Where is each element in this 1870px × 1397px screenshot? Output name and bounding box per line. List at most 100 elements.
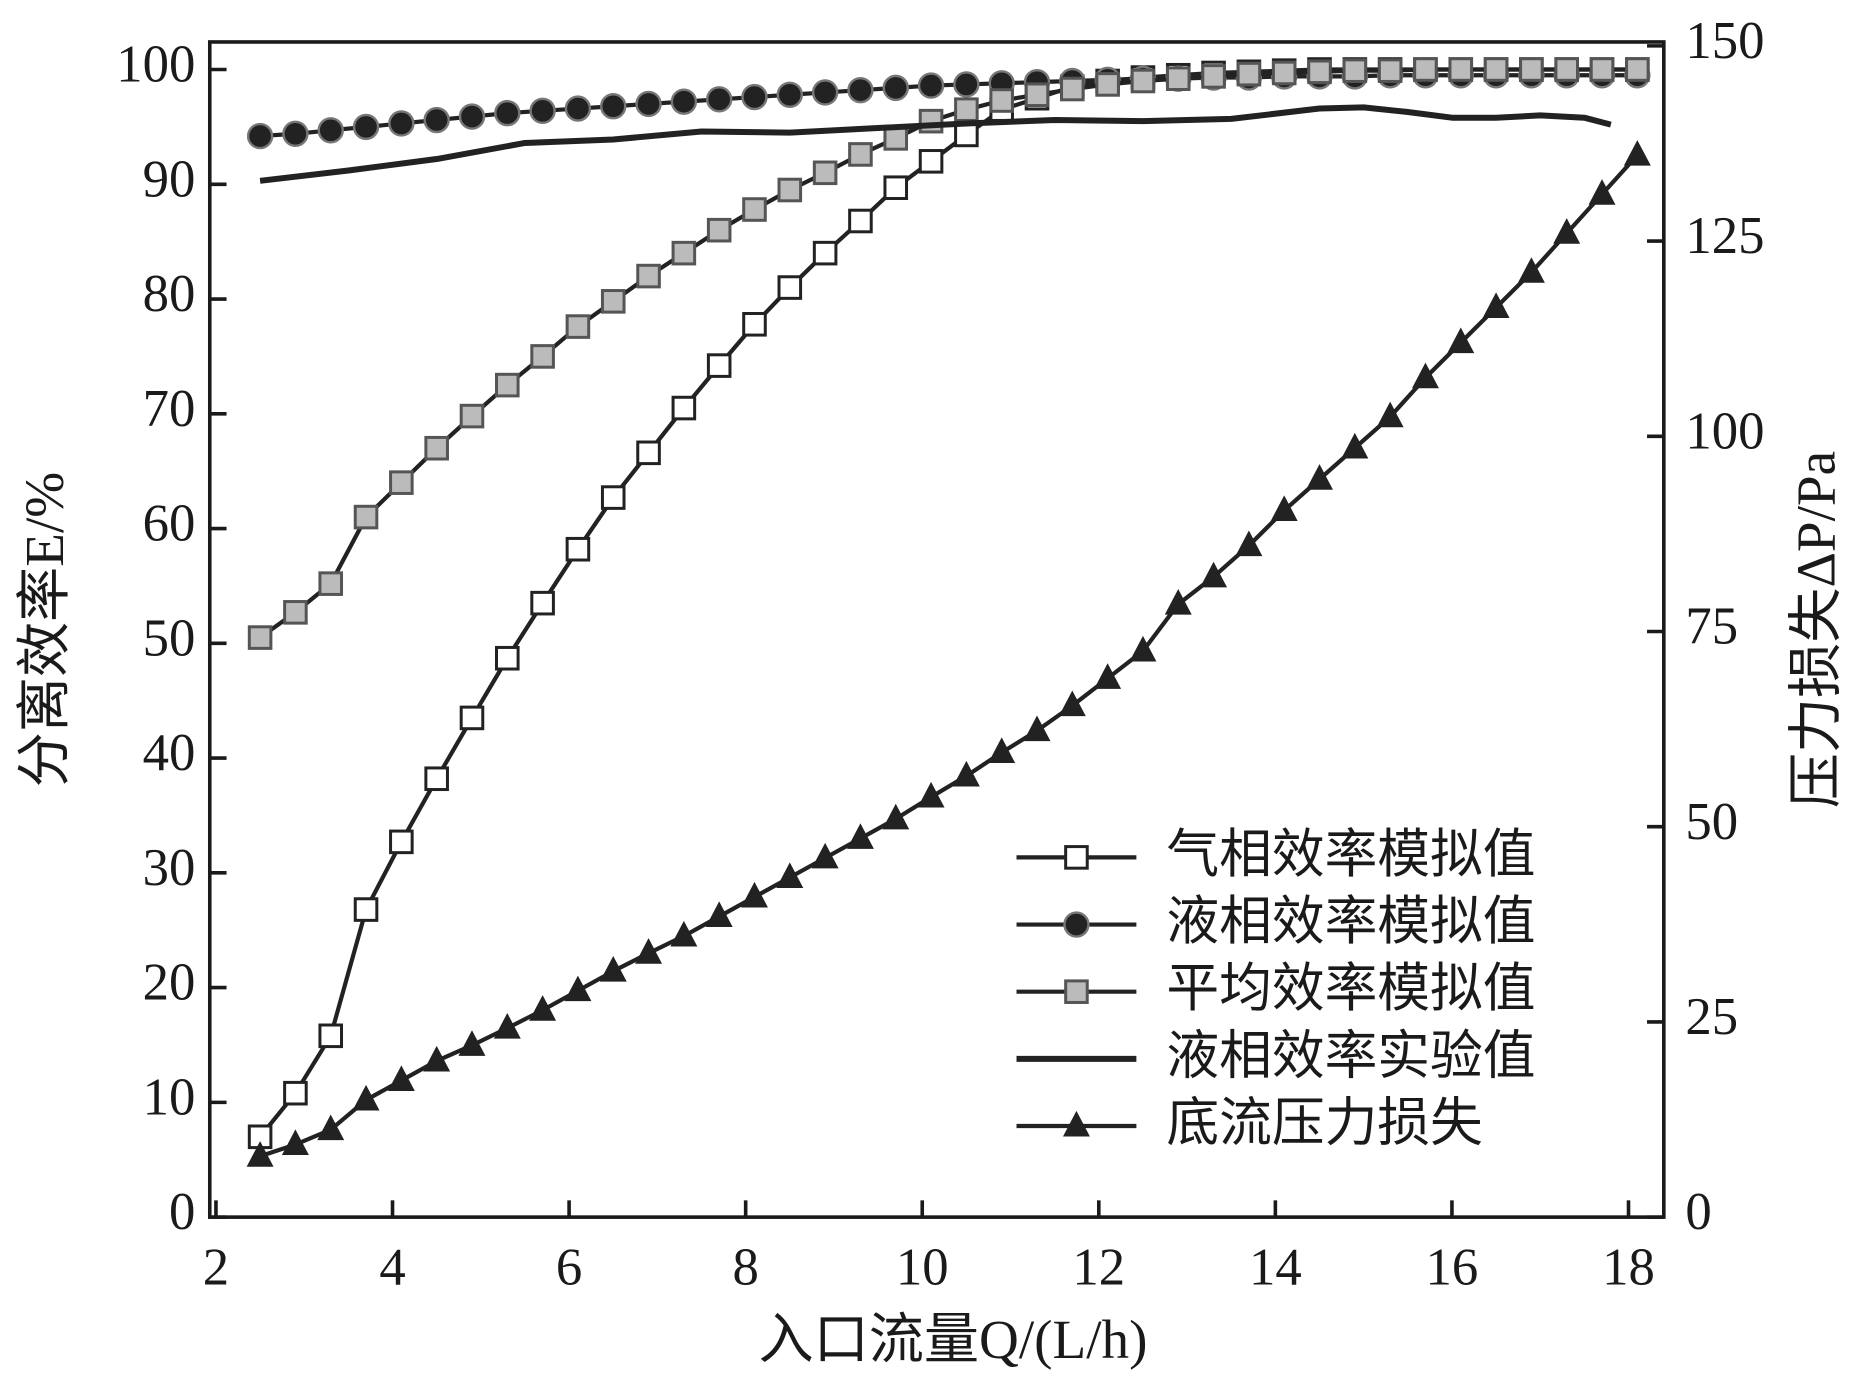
square-marker: [530, 344, 555, 369]
triangle-marker: [811, 842, 839, 869]
triangle-marker: [776, 862, 804, 888]
y2-tick-label: 25: [1685, 988, 1738, 1046]
triangle-marker: [1517, 257, 1545, 283]
circle-marker: [494, 99, 521, 127]
circle-marker: [635, 90, 662, 118]
square-marker: [777, 177, 803, 203]
triangle-marker: [846, 823, 874, 849]
x-tick-label: 6: [556, 1238, 582, 1296]
square-marker: [1625, 57, 1650, 82]
circle-marker: [741, 83, 768, 111]
square-marker: [812, 160, 838, 186]
square-marker: [1589, 57, 1615, 82]
square-marker: [1519, 57, 1544, 82]
triangle-marker: [1553, 218, 1581, 244]
y2-tick-label: 125: [1685, 207, 1764, 265]
series-line: [259, 73, 1638, 139]
y-tick-label: 90: [143, 150, 196, 208]
y2-tick-label: 100: [1685, 402, 1764, 460]
square-marker: [706, 217, 732, 243]
square-marker: [459, 705, 485, 731]
square-marker: [671, 240, 697, 266]
series-line: [259, 153, 1639, 1159]
y-tick-label: 80: [143, 265, 196, 323]
square-marker: [918, 149, 944, 174]
circle-marker: [246, 122, 274, 150]
square-marker: [1165, 66, 1191, 91]
circle-marker: [352, 113, 380, 141]
triangle-marker: [1235, 530, 1263, 557]
triangle-marker: [458, 1030, 486, 1056]
triangle-marker: [352, 1084, 380, 1111]
square-marker: [848, 208, 873, 234]
triangle-marker: [1306, 464, 1333, 490]
square-marker: [1271, 60, 1297, 86]
x-tick-label: 12: [1072, 1238, 1125, 1296]
triangle-marker: [1411, 362, 1439, 389]
square-marker: [777, 275, 803, 300]
y2-axis-label: 压力损失ΔP/Pa: [1786, 451, 1847, 808]
triangle-marker: [317, 1114, 345, 1141]
triangle-marker: [493, 1013, 521, 1039]
y-tick-label: 60: [143, 495, 196, 553]
triangle-marker: [952, 760, 980, 787]
circle-marker: [282, 120, 309, 147]
circle-marker: [811, 79, 839, 106]
legend-label: 底流压力损失: [1166, 1094, 1482, 1152]
triangle-marker: [1062, 1110, 1090, 1137]
square-marker: [424, 766, 449, 792]
y2-tick-label: 50: [1685, 793, 1738, 851]
x-tick-label: 18: [1602, 1238, 1655, 1296]
square-marker: [283, 600, 308, 625]
circle-marker: [670, 88, 698, 115]
series-line: [259, 104, 1612, 184]
triangle-marker: [1588, 179, 1616, 205]
y2-tick-label: 75: [1685, 598, 1738, 656]
triangle-marker: [882, 803, 910, 830]
triangle-marker: [564, 975, 592, 1002]
circle-marker: [600, 93, 627, 120]
square-marker: [530, 590, 555, 616]
square-marker: [1024, 82, 1050, 108]
square-marker: [1095, 72, 1120, 97]
square-marker: [954, 122, 979, 148]
square-marker: [883, 126, 909, 151]
circle-marker: [705, 86, 733, 113]
triangle-marker: [1129, 635, 1157, 662]
square-marker: [848, 142, 873, 167]
square-marker: [1060, 76, 1085, 102]
square-marker: [247, 625, 273, 650]
triangle-marker: [529, 995, 557, 1021]
square-marker: [495, 372, 520, 398]
square-marker: [989, 88, 1014, 113]
x-tick-label: 2: [203, 1238, 229, 1296]
x-tick-label: 16: [1426, 1238, 1479, 1296]
square-marker: [318, 1023, 344, 1049]
y-tick-label: 40: [143, 724, 196, 782]
square-marker: [600, 485, 626, 510]
y-tick-label: 0: [169, 1183, 195, 1241]
square-marker: [918, 108, 944, 134]
triangle-marker: [599, 956, 627, 982]
square-marker: [353, 504, 379, 530]
y-tick-label: 30: [143, 839, 196, 897]
square-marker: [1064, 979, 1089, 1004]
square-marker: [495, 645, 520, 671]
circle-marker: [1063, 911, 1090, 938]
legend-label: 平均效率模拟值: [1166, 960, 1535, 1018]
square-marker: [459, 403, 485, 429]
x-tick-label: 10: [896, 1238, 949, 1296]
triangle-marker: [1447, 327, 1475, 354]
circle-marker: [388, 110, 415, 137]
circle-marker: [564, 95, 592, 122]
legend-label: 气相效率模拟值: [1166, 826, 1535, 884]
y-tick-label: 10: [143, 1068, 196, 1126]
square-marker: [1483, 57, 1509, 82]
y-tick-label: 100: [116, 36, 195, 94]
circle-marker: [529, 97, 556, 125]
triangle-marker: [1058, 690, 1086, 717]
square-marker: [353, 897, 379, 922]
triangle-marker: [246, 1141, 274, 1167]
square-marker: [600, 289, 626, 314]
